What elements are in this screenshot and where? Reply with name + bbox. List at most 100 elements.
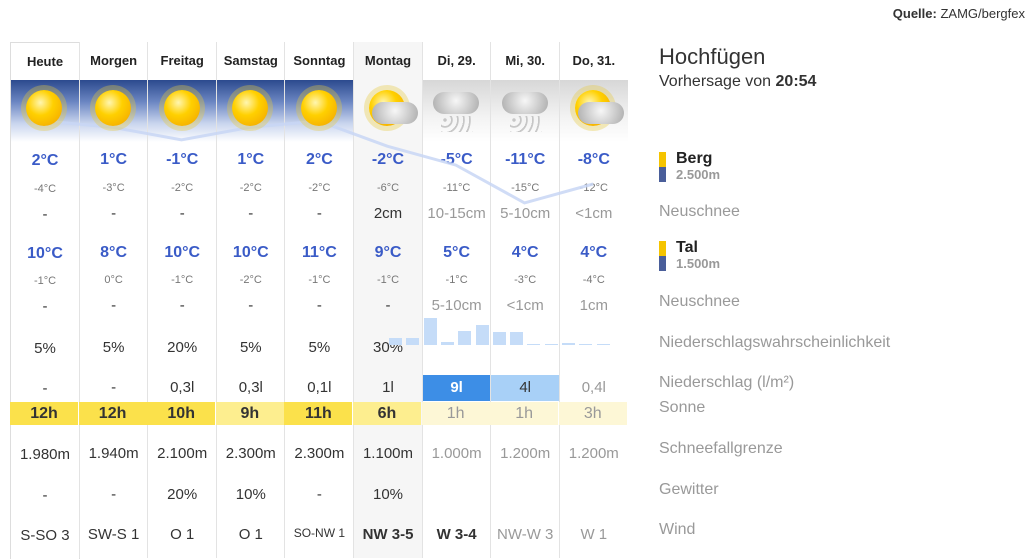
tal-new-snow: - xyxy=(385,297,391,314)
sunshine-hours: 3h xyxy=(558,402,627,425)
snowfall-line: 1.100m xyxy=(362,445,414,462)
berg-min-temp: -2°C xyxy=(171,182,194,194)
wind: O 1 xyxy=(170,526,195,543)
precip-amount: 0,3l xyxy=(170,379,195,396)
legend-tal-height: 1.500m xyxy=(676,256,721,271)
tal-new-snow: 1cm xyxy=(579,297,608,314)
precip-probability: 5% xyxy=(308,339,331,356)
tal-new-snow: - xyxy=(179,297,185,314)
precip-amount: 0,3l xyxy=(238,379,263,396)
precip-probability: 5% xyxy=(239,339,262,356)
sun-icon xyxy=(19,84,69,136)
tal-max-temp: 9°C xyxy=(374,244,402,261)
snowfall-line: 1.940m xyxy=(88,445,139,462)
tal-max-temp: 10°C xyxy=(27,245,63,262)
day-column: Di, 29. -5°C -11°C 10-15cm 5°C -1°C 5-10cm 9l 1.… xyxy=(421,42,491,558)
precip-amount: 9l xyxy=(422,375,491,401)
thunder-probability: 10% xyxy=(372,486,404,503)
day-column: Montag -2°C -6°C 2cm 9°C -1°C -30% 1l 1.100m 10% N… xyxy=(353,42,422,558)
tal-new-snow: - xyxy=(111,297,117,314)
tal-min-temp: -1°C xyxy=(171,274,194,286)
legend-tal-label: Tal xyxy=(676,239,698,256)
day-header: Do, 31. xyxy=(572,53,616,68)
sun-icon xyxy=(88,84,138,136)
berg-max-temp: -11°C xyxy=(505,151,546,168)
tal-new-snow: 5-10cm xyxy=(431,297,482,314)
berg-max-temp: 2°C xyxy=(305,151,333,168)
berg-max-temp: -2°C xyxy=(371,151,405,168)
sunshine-hours: 10h xyxy=(147,402,216,425)
wind: S-SO 3 xyxy=(20,527,70,544)
tal-new-snow: - xyxy=(42,298,48,315)
tal-min-temp: -1°C xyxy=(376,274,400,286)
day-header: Mi, 30. xyxy=(505,53,546,68)
sunshine-hours: 9h xyxy=(215,402,284,425)
sunshine-hours: 1h xyxy=(490,402,559,425)
legend-swatch-bottom xyxy=(659,167,666,182)
precip-amount: - xyxy=(111,379,117,396)
precip-probability: 5% xyxy=(102,339,125,356)
day-column: Do, 31. -8°C -12°C <1cm 4°C -4°C 1cm 0,4l 1.200m… xyxy=(558,42,628,558)
tal-max-temp: 4°C xyxy=(580,244,608,261)
wind: O 1 xyxy=(238,526,263,543)
precip-amount: 4l xyxy=(491,375,560,401)
label-wind: Wind xyxy=(659,521,696,538)
snowfall-line: 2.100m xyxy=(157,445,208,462)
sunshine-hours: 6h xyxy=(353,402,421,425)
precip-bar xyxy=(510,332,524,345)
snowfall-line: 1.980m xyxy=(19,446,71,463)
legend-berg-height: 2.500m xyxy=(676,167,721,182)
sunshine-hours: 1h xyxy=(421,402,490,425)
tal-max-temp: 5°C xyxy=(443,244,471,261)
forecast-time: Vorhersage von 20:54 xyxy=(659,73,816,91)
berg-max-temp: 1°C xyxy=(237,151,265,168)
tal-min-temp: -2°C xyxy=(239,274,262,286)
tal-min-temp: -1°C xyxy=(445,274,468,286)
label-berg-neuschnee: Neuschnee xyxy=(659,203,740,220)
berg-new-snow: 10-15cm xyxy=(427,205,486,222)
precip-bar xyxy=(596,343,610,345)
precip-bar xyxy=(389,337,402,345)
berg-min-temp: -11°C xyxy=(442,182,471,194)
legend-swatch-top xyxy=(659,241,666,256)
label-tal-neuschnee: Neuschnee xyxy=(659,293,740,310)
source-credit: Quelle: ZAMG/bergfex xyxy=(893,6,1025,21)
snowfall-line: 2.300m xyxy=(225,445,276,462)
berg-max-temp: 1°C xyxy=(100,151,128,168)
tal-max-temp: 4°C xyxy=(511,244,539,261)
tal-min-temp: -1°C xyxy=(33,275,57,287)
precip-amount: - xyxy=(42,380,48,397)
thunder-probability: - xyxy=(316,486,322,503)
berg-new-snow: 2cm xyxy=(373,205,403,222)
thunder-probability: 10% xyxy=(235,486,266,503)
precip-bar xyxy=(544,344,558,345)
berg-min-temp: -3°C xyxy=(102,182,125,194)
tal-max-temp: 10°C xyxy=(232,244,269,261)
berg-max-temp: 2°C xyxy=(31,152,59,169)
precip-bar xyxy=(579,344,593,345)
label-thunder: Gewitter xyxy=(659,481,719,498)
legend-swatch-bottom xyxy=(659,256,666,271)
tal-new-snow: - xyxy=(316,297,322,314)
wind: NW-W 3 xyxy=(496,526,554,543)
day-header: Heute xyxy=(26,54,64,69)
source-value: ZAMG/bergfex xyxy=(940,6,1025,21)
precip-bar xyxy=(458,330,472,345)
day-header: Morgen xyxy=(90,53,138,68)
berg-min-temp: -4°C xyxy=(33,183,57,195)
precip-amount: 1l xyxy=(382,379,394,396)
thunder-probability: - xyxy=(42,487,48,504)
day-header: Di, 29. xyxy=(437,53,476,68)
label-snowline: Schneefallgrenze xyxy=(659,440,783,457)
precip-bar xyxy=(423,318,437,345)
day-column: Samstag 1°C -2°C - 10°C -2°C - 5% 0,3l 2.300m 10% O… xyxy=(215,42,285,558)
precip-bar xyxy=(492,332,506,345)
berg-new-snow: - xyxy=(248,205,254,222)
sunshine-hours: 12h xyxy=(78,402,147,425)
forecast-prefix: Vorhersage von xyxy=(659,73,772,90)
legend-berg-label: Berg xyxy=(676,150,713,167)
label-precip: Niederschlag (l/m²) xyxy=(659,374,795,391)
sunshine-hours: 12h xyxy=(10,402,78,425)
day-column: Freitag -1°C -2°C - 10°C -1°C - 20% 0,3l 2.100m 20… xyxy=(147,42,216,558)
berg-new-snow: - xyxy=(179,205,185,222)
